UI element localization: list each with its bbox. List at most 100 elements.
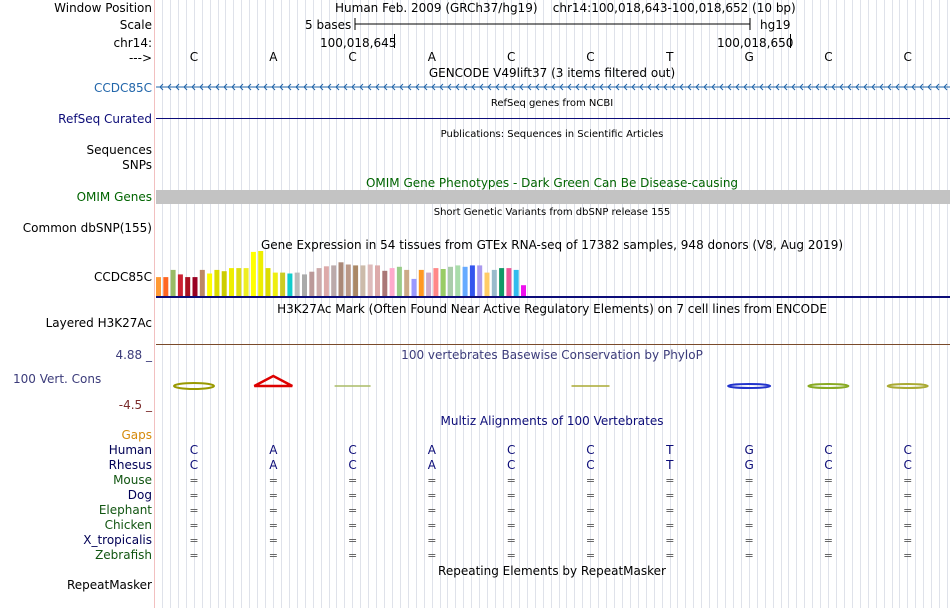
species-label-elephant[interactable]: Elephant — [98, 503, 152, 517]
cons-logo-marks[interactable] — [156, 372, 950, 396]
gencode-track-label[interactable]: CCDC85C — [93, 81, 152, 95]
strand-chevron — [271, 83, 276, 91]
strand-chevron — [615, 83, 620, 91]
dbsnp-track-title[interactable]: Short Genetic Variants from dbSNP releas… — [433, 207, 671, 218]
strand-chevron — [903, 83, 908, 91]
gtex-track-label[interactable]: CCDC85C — [93, 270, 152, 284]
strand-chevron — [575, 83, 580, 91]
repeatmasker-track-label[interactable]: RepeatMasker — [66, 578, 152, 592]
gtex-tissue-bar — [280, 272, 286, 296]
alignment-base: = — [903, 519, 913, 532]
refseq-gene-feature[interactable] — [156, 118, 950, 119]
gtex-tissue-bar — [192, 277, 198, 296]
strand-chevron — [735, 83, 740, 91]
alignment-base: C — [903, 443, 912, 457]
publications-track-label[interactable]: Sequences — [86, 143, 152, 157]
alignment-base: = — [506, 489, 516, 502]
strand-chevron — [943, 83, 948, 91]
publications-track-title[interactable]: Publications: Sequences in Scientific Ar… — [440, 129, 664, 140]
species-label-x_tropicalis[interactable]: X_tropicalis — [83, 533, 152, 547]
strand-chevron — [183, 83, 188, 91]
gtex-tissue-bar — [229, 268, 234, 296]
multiz-gaps-label[interactable]: Gaps — [121, 428, 152, 442]
gtex-tissue-bar — [375, 265, 380, 296]
species-label-dog[interactable]: Dog — [127, 488, 152, 502]
grid-line — [495, 0, 496, 608]
ruler-base: C — [586, 50, 595, 64]
alignment-base: = — [427, 474, 437, 487]
grid-line — [574, 0, 575, 608]
position-tick-right: 100,018,650 — [717, 36, 794, 50]
omim-track-label[interactable]: OMIM Genes — [76, 190, 152, 204]
gtex-tissue-bar — [418, 269, 424, 296]
grid-line — [479, 0, 480, 608]
alignment-base: = — [347, 534, 358, 547]
gtex-tissue-bar — [506, 268, 512, 296]
omim-track-title[interactable]: OMIM Gene Phenotypes - Dark Green Can Be… — [365, 176, 739, 190]
strand-chevron — [351, 83, 356, 91]
alignment-base: = — [903, 504, 913, 517]
strand-chevron — [263, 83, 268, 91]
alignment-base: = — [506, 549, 516, 562]
gtex-track-title[interactable]: Gene Expression in 54 tissues from GTEx … — [260, 238, 844, 252]
species-label-rhesus[interactable]: Rhesus — [108, 458, 152, 472]
grid-line — [892, 0, 893, 608]
gtex-tissue-bar — [316, 268, 322, 296]
window-position-label: Window Position — [54, 1, 152, 15]
grid-line — [733, 0, 734, 608]
species-label-zebrafish[interactable]: Zebrafish — [95, 548, 152, 562]
gtex-tissue-bar — [258, 251, 264, 296]
strand-chevron — [239, 83, 244, 91]
strand-chevron — [535, 83, 540, 91]
species-label-mouse[interactable]: Mouse — [113, 473, 152, 487]
grid-line — [796, 0, 797, 608]
strand-chevron — [559, 83, 564, 91]
h3k27ac-track-label[interactable]: Layered H3K27Ac — [45, 316, 152, 330]
alignment-base: = — [744, 474, 754, 487]
multiz-track-title[interactable]: Multiz Alignments of 100 Vertebrates — [440, 414, 664, 428]
dbsnp-track-label[interactable]: Common dbSNP(155) — [22, 221, 152, 235]
gencode-track-title[interactable]: GENCODE V49lift37 (3 items filtered out) — [428, 66, 676, 80]
strand-chevron — [863, 83, 868, 91]
gtex-tissue-bar — [477, 265, 483, 296]
ruler-base: C — [348, 50, 357, 64]
scale-bar — [354, 18, 751, 30]
gtex-expression-chart[interactable] — [156, 250, 950, 298]
alignment-base: = — [268, 489, 278, 502]
species-label-human[interactable]: Human — [108, 443, 152, 457]
refseq-track-label[interactable]: RefSeq Curated — [58, 112, 152, 126]
strand-chevron — [767, 83, 772, 91]
gtex-tissue-bar — [513, 269, 519, 296]
strand-chevron — [167, 83, 172, 91]
grid-line — [273, 0, 274, 608]
alignment-base: = — [823, 504, 833, 517]
grid-line — [566, 0, 567, 608]
refseq-track-title[interactable]: RefSeq genes from NCBI — [490, 98, 614, 109]
grid-line — [455, 0, 456, 608]
grid-line — [535, 0, 536, 608]
alignment-base: = — [427, 519, 437, 532]
gtex-tissue-bar — [170, 269, 176, 296]
cons-track-title[interactable]: 100 vertebrates Basewise Conservation by… — [401, 348, 703, 362]
gencode-gene-feature[interactable] — [156, 80, 950, 94]
cons-track-label[interactable]: 100 Vert. Cons — [13, 372, 102, 386]
strand-chevron — [367, 83, 372, 91]
grid-line — [241, 0, 242, 608]
repeatmasker-track-title[interactable]: Repeating Elements by RepeatMasker — [438, 564, 666, 578]
alignment-base: = — [268, 549, 278, 562]
alignment-base: = — [744, 534, 754, 547]
strand-chevron — [175, 83, 180, 91]
alignment-base: = — [903, 549, 913, 562]
alignment-base: = — [823, 489, 833, 502]
strand-chevron — [679, 83, 684, 91]
ruler-base: C — [903, 50, 912, 64]
h3k27ac-track-title[interactable]: H3K27Ac Mark (Often Found Near Active Re… — [277, 302, 827, 316]
strand-chevron — [335, 83, 340, 91]
species-label-chicken[interactable]: Chicken — [104, 518, 152, 532]
strand-chevron — [759, 83, 764, 91]
strand-chevron — [799, 83, 804, 91]
alignment-base: = — [665, 549, 675, 562]
snps-track-label[interactable]: SNPs — [122, 158, 152, 172]
omim-feature-bar[interactable] — [156, 190, 950, 204]
